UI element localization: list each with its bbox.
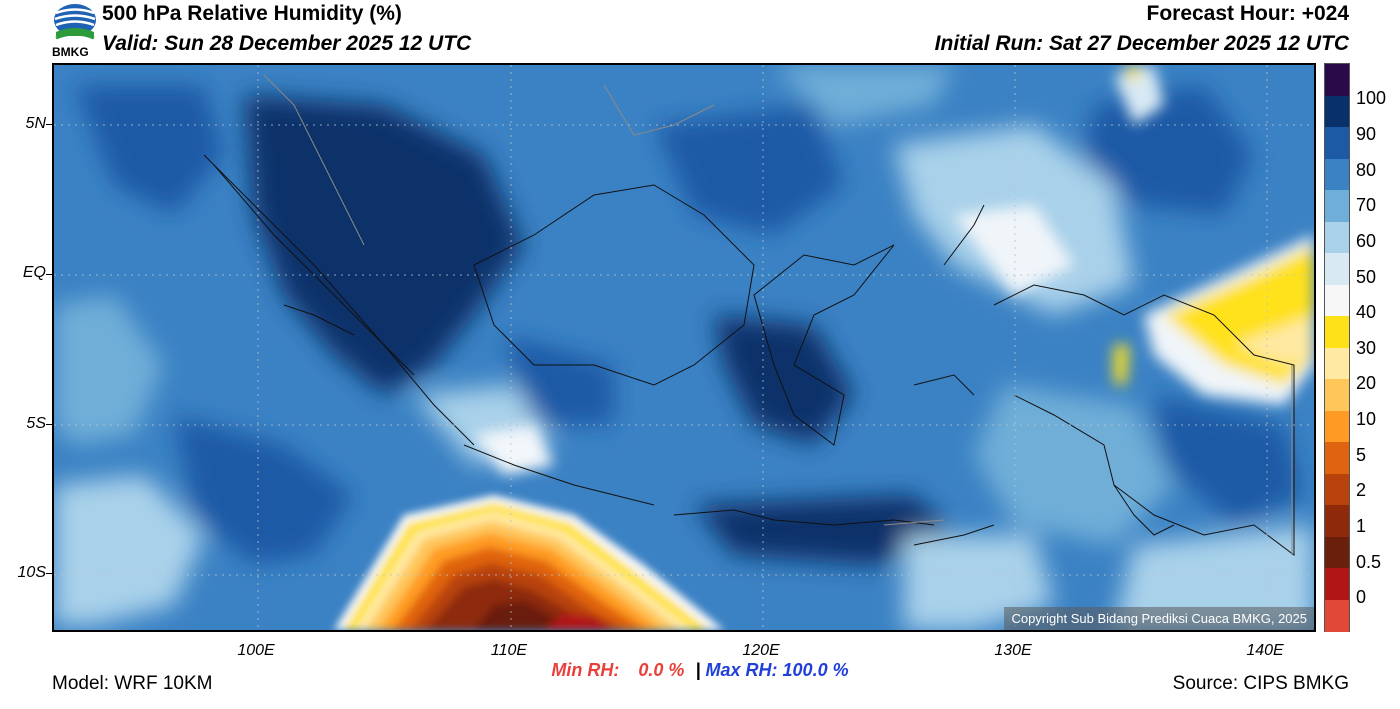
copyright-notice: Copyright Sub Bidang Prediksi Cuaca BMKG… bbox=[1004, 607, 1314, 630]
valid-time: Valid: Sun 28 December 2025 12 UTC bbox=[102, 32, 472, 55]
humidity-field bbox=[54, 65, 1314, 630]
cbar-label-30: 30 bbox=[1356, 338, 1377, 358]
colorbar-segment bbox=[1325, 505, 1349, 537]
max-rh-label: Max RH: bbox=[705, 660, 778, 680]
colorbar-segment bbox=[1325, 127, 1349, 159]
colorbar-segment bbox=[1325, 253, 1349, 285]
cbar-label-0-5: 0.5 bbox=[1356, 552, 1382, 572]
cbar-label-2: 2 bbox=[1356, 480, 1367, 500]
cbar-label-90: 90 bbox=[1356, 124, 1377, 144]
cbar-label-100: 100 bbox=[1356, 88, 1387, 108]
colorbar-segment bbox=[1325, 410, 1349, 443]
colorbar-segment bbox=[1325, 284, 1349, 317]
colorbar-segment bbox=[1325, 95, 1349, 128]
lat-label-5n: 5N bbox=[25, 115, 46, 132]
chart-title: 500 hPa Relative Humidity (%) bbox=[102, 2, 402, 25]
humidity-map: Copyright Sub Bidang Prediksi Cuaca BMKG… bbox=[52, 63, 1316, 632]
rh-stats: Min RH: 0.0 % | Max RH: 100.0 % bbox=[0, 660, 1400, 681]
cbar-label-1: 1 bbox=[1356, 516, 1367, 536]
cbar-label-10: 10 bbox=[1356, 409, 1377, 429]
forecast-hour: Forecast Hour: +024 bbox=[1146, 2, 1350, 25]
lat-tick bbox=[46, 274, 52, 275]
lon-label-140e: 140E bbox=[1246, 642, 1284, 659]
stats-separator: | bbox=[695, 660, 701, 680]
logo-text: BMKG bbox=[52, 45, 89, 59]
colorbar-segment bbox=[1325, 158, 1349, 191]
min-rh-label: Min RH: bbox=[551, 660, 620, 680]
lat-tick bbox=[46, 573, 52, 574]
lat-label-eq: EQ bbox=[22, 264, 46, 281]
colorbar-segment bbox=[1325, 64, 1349, 96]
colorbar-segment bbox=[1325, 221, 1349, 254]
colorbar-segment bbox=[1325, 568, 1349, 600]
colorbar-segment bbox=[1325, 599, 1349, 632]
model-info: Model: WRF 10KM bbox=[52, 673, 213, 694]
colorbar-segment bbox=[1325, 316, 1349, 348]
lat-label-10s: 10S bbox=[17, 564, 46, 581]
lat-tick bbox=[46, 124, 52, 125]
cbar-label-70: 70 bbox=[1356, 195, 1377, 215]
lat-tick bbox=[46, 424, 52, 425]
colorbar-segment bbox=[1325, 347, 1349, 380]
cbar-label-80: 80 bbox=[1356, 160, 1377, 180]
cbar-label-40: 40 bbox=[1356, 302, 1377, 322]
colorbar-segment bbox=[1325, 190, 1349, 222]
max-rh-value: 100.0 % bbox=[782, 660, 849, 680]
colorbar-segment bbox=[1325, 536, 1349, 569]
cbar-label-50: 50 bbox=[1356, 267, 1377, 287]
colorbar-segment bbox=[1325, 442, 1349, 474]
cbar-label-5: 5 bbox=[1356, 445, 1367, 465]
cbar-label-20: 20 bbox=[1356, 373, 1377, 393]
initial-run: Initial Run: Sat 27 December 2025 12 UTC bbox=[934, 32, 1349, 55]
min-rh-value: 0.0 % bbox=[638, 660, 685, 680]
lat-label-5s: 5S bbox=[26, 415, 46, 432]
lon-label-130e: 130E bbox=[994, 642, 1032, 659]
colorbar-segment bbox=[1325, 473, 1349, 506]
colorbar-segment bbox=[1325, 379, 1349, 411]
source-info: Source: CIPS BMKG bbox=[1172, 673, 1349, 694]
cbar-label-60: 60 bbox=[1356, 231, 1377, 251]
colorbar bbox=[1324, 63, 1350, 632]
lon-label-100e: 100E bbox=[237, 642, 275, 659]
bmkg-logo bbox=[52, 2, 98, 60]
cbar-label-0: 0 bbox=[1356, 587, 1367, 607]
lon-label-120e: 120E bbox=[742, 642, 780, 659]
lon-label-110e: 110E bbox=[490, 642, 528, 659]
